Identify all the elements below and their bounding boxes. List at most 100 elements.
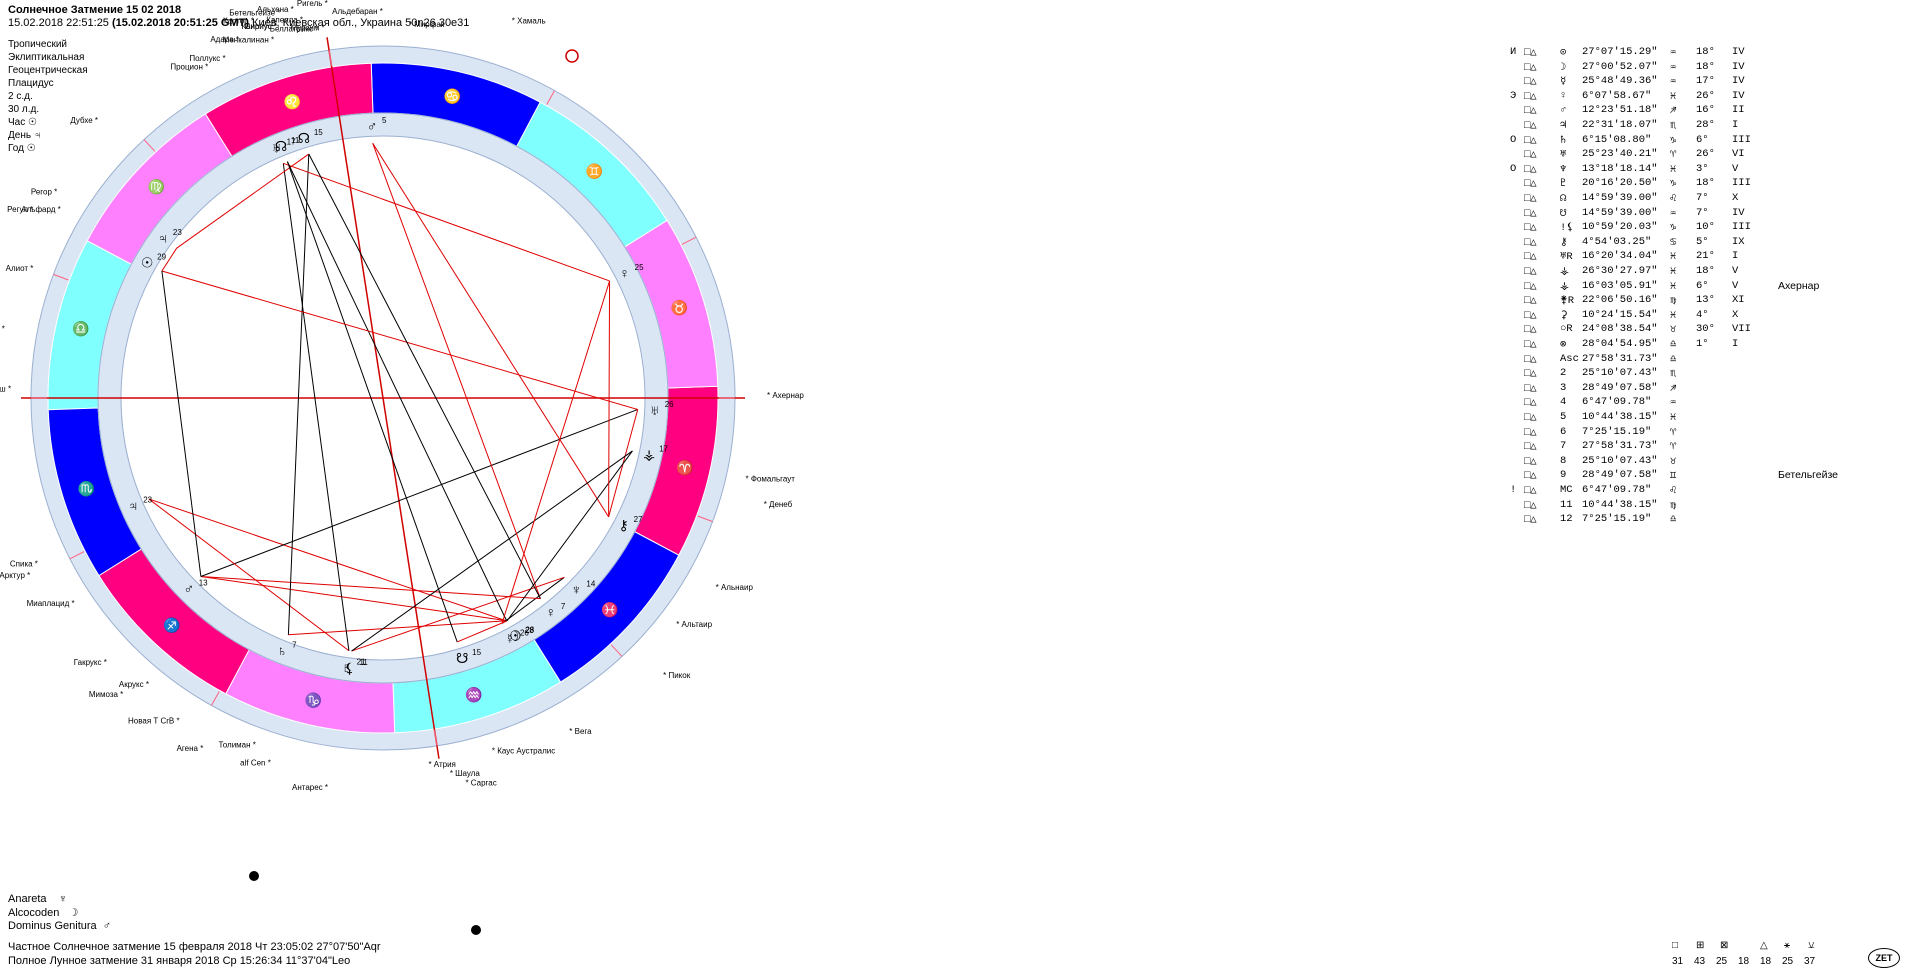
planet-glyph[interactable]: ♆ [571,581,582,597]
planet-symbol: ♇ [1560,178,1567,191]
zodiac-sign-glyph: ♊ [586,163,603,180]
zet-logo[interactable]: ZET [1868,948,1900,968]
planet-glyph[interactable]: ☽ [509,628,522,644]
planet-glyph[interactable]: ♃ [158,230,169,246]
planet-sign: ♒ [1670,47,1677,59]
planet-symbol: ☽ [1560,61,1567,74]
planet-degree: 7 [561,602,566,611]
option-house-system[interactable]: Плацидус [8,78,54,89]
aspect-line [287,154,310,635]
aspect-type-icon: ⊠ [1720,940,1729,951]
aspect-line [501,576,565,624]
aspect-line [161,270,638,410]
planet-house-degree: 18° [1696,177,1715,190]
planet-mark: И [1510,46,1517,58]
planet-position: 28°04'54.95" [1582,338,1658,350]
planet-sign: ♓ [1670,412,1677,424]
planet-glyph[interactable]: ⚷ [619,517,629,533]
fixed-star-label: * Атрия [428,760,455,769]
planet-position: 14°59'39.00" [1582,192,1658,204]
planet-glyph[interactable]: ⚶ [643,446,655,462]
planet-sign: ♎ [1670,353,1677,366]
planet-sign: ♐ [1670,382,1677,395]
planet-house-degree: 7° [1696,192,1709,204]
zodiac-sign-glyph: ♓ [601,601,618,618]
fixed-star-label: * Ахернар [767,391,804,400]
option-2sd: 2 с.д. [8,91,33,102]
planet-glyph[interactable]: ⚸ [344,660,354,676]
planet-house: IV [1732,46,1745,58]
planet-position: 7°25'15.19" [1582,513,1652,526]
fixed-star-label: * Альтаир [676,620,712,629]
planet-sign: ♒ [1670,397,1677,410]
zodiac-sign-glyph: ♐ [163,617,180,634]
planet-house: III [1732,177,1751,190]
planet-symbol: ♃ [1560,120,1567,132]
planet-glyph[interactable]: ♂ [183,580,194,596]
planet-position: 13°18'18.14" [1582,162,1658,175]
planet-position: 27°00'52.07" [1582,60,1658,73]
planet-symbol: ⚶ [1560,266,1569,278]
planet-house: VII [1732,323,1751,336]
planet-glyph[interactable]: ☿ [505,631,516,647]
fixed-star-label: Новая Т СrВ * [128,717,180,726]
planet-glyph[interactable]: ☉ [141,254,154,270]
aspect-icons: □△ [1524,324,1537,337]
planet-position: 10°44'38.15" [1582,411,1658,423]
planet-glyph[interactable]: ☊ [298,130,310,146]
aspect-icons: □△ [1524,134,1537,147]
fixed-star-label: Толиман * [219,741,256,750]
planet-sign: ♌ [1670,193,1677,205]
fixed-star-label: * Фомальгаут [745,475,795,484]
alcocoden-row: Alcocoden ☽ [8,906,79,919]
zodiac-sign-glyph: ♎ [72,320,89,337]
planet-house: V [1732,279,1739,292]
planet-glyph[interactable]: ♄ [277,643,288,659]
planet-glyph[interactable]: ☊ [275,138,287,154]
zodiac-sign-glyph: ♏ [78,481,95,498]
house-cusp [681,236,697,245]
option-center[interactable]: Геоцентрическая [8,65,88,76]
planet-glyph[interactable]: ♀ [546,604,557,620]
planet-glyph[interactable]: ♅ [649,402,660,418]
planet-mark: Э [1510,89,1517,102]
option-30ld: 30 л.д. [8,104,40,115]
planet-glyph[interactable]: ☋ [456,650,468,666]
planet-degree: 27 [634,515,643,524]
planet-house-degree: 18° [1696,60,1715,73]
anareta-row: Anareta ♆ [8,893,68,905]
planet-symbol: MC [1560,484,1573,496]
planet-house: V [1732,162,1739,175]
planet-mark: ! [1510,484,1517,496]
planet-sign: ♒ [1670,61,1677,74]
fixed-star-label: Менкалинан * [223,35,275,44]
planet-symbol: 5 [1560,411,1567,423]
planet-position: 24°08'38.54" [1582,323,1658,336]
fixed-star-label: Спика * [10,559,38,568]
aspect-icons: □△ [1524,514,1537,527]
planet-glyph[interactable]: ♀ [619,265,630,281]
planet-sign: ♐ [1670,105,1677,118]
option-coordinates[interactable]: Эклиптикальная [8,52,85,63]
aspect-count: 18 [1760,956,1772,967]
planet-glyph[interactable]: ♂ [367,118,378,134]
planet-glyph[interactable]: ♇ [341,660,352,676]
house-cusp [697,515,713,523]
planet-sign: ♍ [1670,499,1677,512]
planet-glyph[interactable]: ☉ [509,628,522,644]
fixed-star-label: * Альнаир [716,583,754,592]
planet-house: V [1732,265,1739,277]
aspect-line [161,247,178,272]
zodiac-sign-glyph: ♉ [671,299,688,316]
zodiac-sign-glyph: ♑ [305,692,322,709]
local-time: 15.02.2018 22:51:25 [8,17,109,29]
planet-symbol: ⊗ [1560,339,1567,351]
planet-house-degree: 18° [1696,46,1715,58]
option-zodiac[interactable]: Тропический [8,39,67,50]
aspect-type-icon: △ [1760,940,1768,951]
aspect-icons: □△ [1524,485,1537,497]
planet-glyph[interactable]: ♃ [128,498,139,514]
planet-position: 6°47'09.78" [1582,484,1652,496]
planet-glyph[interactable]: ♅ [271,140,282,156]
zodiac-sign-glyph: ♈ [676,460,693,477]
